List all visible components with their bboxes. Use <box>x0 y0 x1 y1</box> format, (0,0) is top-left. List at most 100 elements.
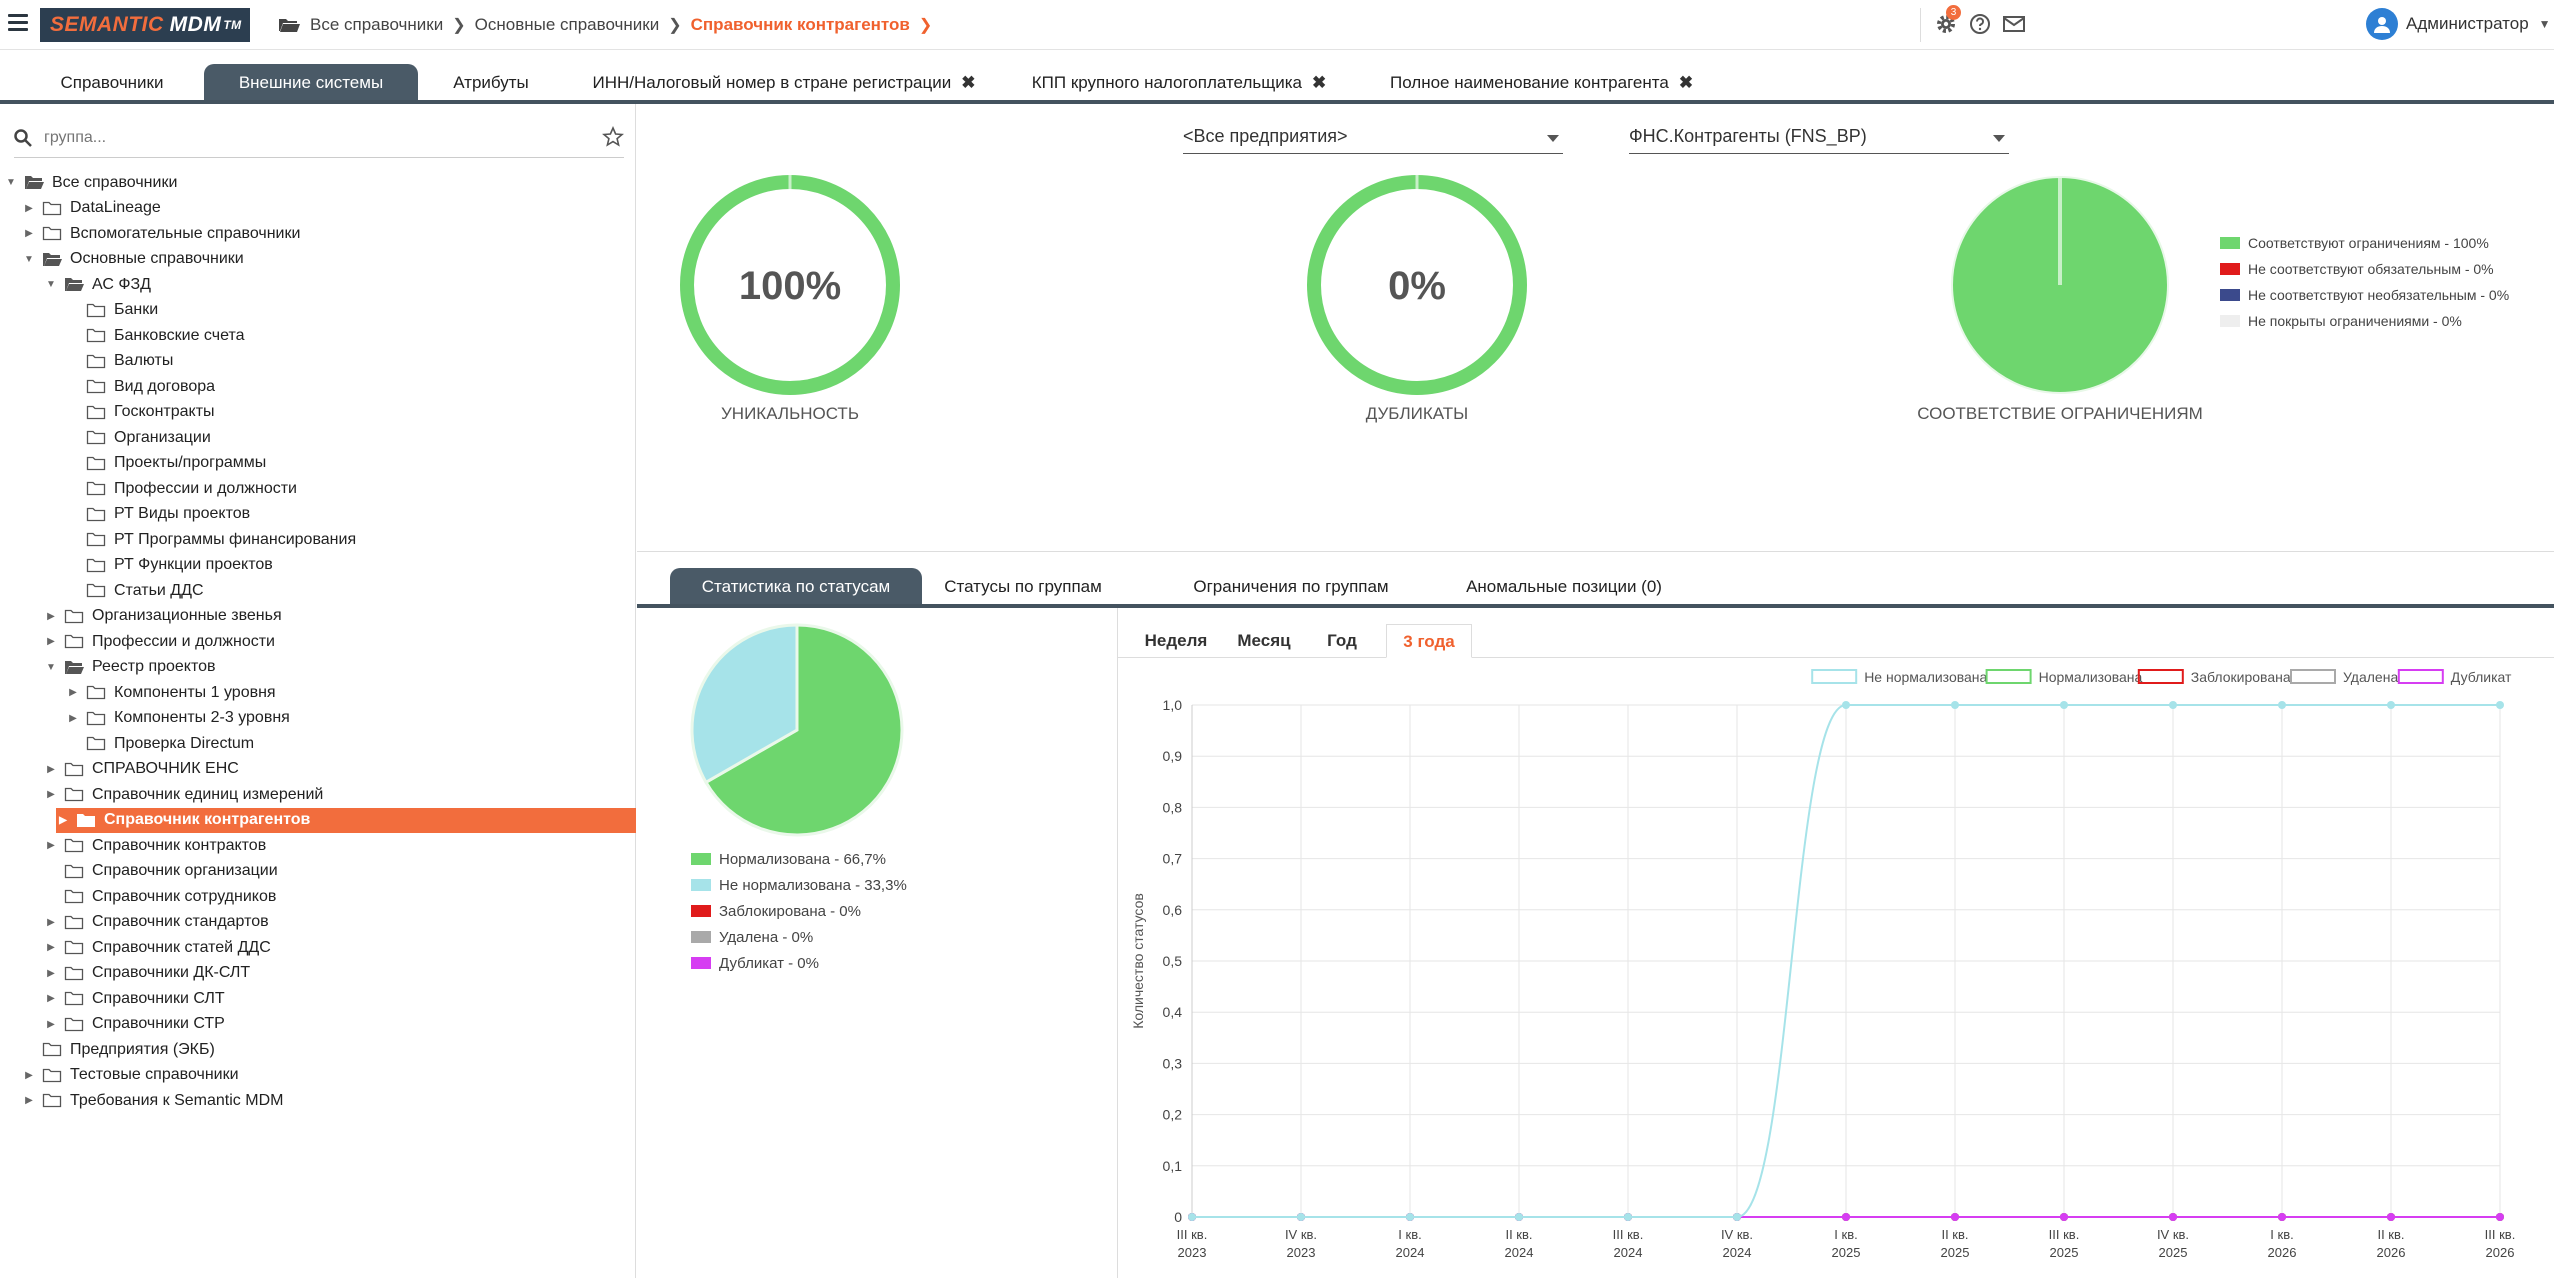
tab-status-statistics[interactable]: Статистика по статусам <box>670 568 922 604</box>
tree-node[interactable]: РТ Виды проектов <box>66 502 250 527</box>
star-icon[interactable] <box>602 126 624 148</box>
tree-node[interactable]: ▶ СПРАВОЧНИК ЕНС <box>44 757 239 782</box>
tree-node[interactable]: ▶ DataLineage <box>22 196 161 221</box>
tree-node[interactable]: Валюты <box>66 349 173 374</box>
enterprise-select[interactable]: <Все предприятия> <box>1183 122 1563 154</box>
period-year[interactable]: Год <box>1314 624 1370 658</box>
tree-node[interactable]: Госконтракты <box>66 400 215 425</box>
tree-node[interactable]: Проверка Directum <box>66 731 254 756</box>
tree-node[interactable]: РТ Функции проектов <box>66 553 273 578</box>
period-week[interactable]: Неделя <box>1138 624 1214 658</box>
caret-right-icon[interactable]: ▶ <box>47 993 55 1004</box>
menu-icon[interactable] <box>8 14 28 32</box>
tree-node[interactable]: ▼ Реестр проектов <box>44 655 215 680</box>
tree-node[interactable]: Организации <box>66 425 211 450</box>
status-legend-item[interactable]: Нормализована - 66,7% <box>691 846 907 872</box>
tree-node[interactable]: ▼ Основные справочники <box>22 247 244 272</box>
tab-constraints-by-groups[interactable]: Ограничения по группам <box>1175 568 1407 604</box>
caret-right-icon[interactable]: ▶ <box>47 763 55 775</box>
status-legend-item[interactable]: Удалена - 0% <box>691 924 907 950</box>
caret-right-icon[interactable]: ▶ <box>47 636 55 647</box>
close-icon[interactable]: ✖ <box>1311 73 1327 92</box>
tree-node[interactable]: ▶ Справочники СЛТ <box>44 986 225 1011</box>
tree-node[interactable]: Банки <box>66 298 158 323</box>
status-pie-slice[interactable] <box>690 623 799 785</box>
compliance-legend-item[interactable]: Не соответствуют необязательным - 0% <box>2220 282 2509 308</box>
close-icon[interactable]: ✖ <box>1678 73 1694 92</box>
tab-attributes[interactable]: Атрибуты <box>418 64 564 100</box>
caret-right-icon[interactable]: ▶ <box>25 1095 33 1106</box>
user-menu[interactable]: Администратор ▼ <box>2366 8 2551 40</box>
search-input[interactable] <box>44 128 584 147</box>
caret-right-icon[interactable]: ▶ <box>69 687 77 698</box>
caret-right-icon[interactable]: ▶ <box>47 942 55 953</box>
compliance-legend-item[interactable]: Не соответствуют обязательным - 0% <box>2220 256 2509 282</box>
compliance-legend-item[interactable]: Не покрыты ограничениями - 0% <box>2220 308 2509 334</box>
chart-legend-item[interactable]: Удалена <box>2290 669 2398 685</box>
brand-logo[interactable]: SEMANTIC MDM TM <box>40 8 250 42</box>
tree-node[interactable]: ▶ Справочники ДК-СЛТ <box>44 961 250 986</box>
status-legend-item[interactable]: Дубликат - 0% <box>691 950 907 976</box>
caret-right-icon[interactable]: ▶ <box>47 610 55 622</box>
status-legend-item[interactable]: Не нормализована - 33,3% <box>691 872 907 898</box>
caret-down-icon[interactable]: ▼ <box>46 279 56 290</box>
tree-node[interactable]: ▶ Профессии и должности <box>44 629 275 654</box>
tab-anomalous-items[interactable]: Аномальные позиции (0) <box>1444 568 1684 604</box>
tree-node[interactable]: ▶ Вспомогательные справочники <box>22 221 300 246</box>
tab-directories[interactable]: Справочники <box>20 64 204 100</box>
tree-node[interactable]: ▶ Справочник единиц измерений <box>44 782 323 807</box>
caret-right-icon[interactable]: ▶ <box>25 202 33 214</box>
caret-right-icon[interactable]: ▶ <box>47 967 55 979</box>
chart-legend-item[interactable]: Нормализована <box>1985 669 2143 685</box>
tree-node[interactable]: ▶ Справочники СТР <box>44 1012 225 1037</box>
tab-status-by-groups[interactable]: Статусы по группам <box>937 568 1109 604</box>
tab-external-systems[interactable]: Внешние системы <box>204 64 418 100</box>
caret-right-icon[interactable]: ▶ <box>25 228 33 239</box>
tree-node[interactable]: ▶ Справочник контрактов <box>44 833 266 858</box>
tree-node[interactable]: РТ Программы финансирования <box>66 527 356 552</box>
tree-node[interactable]: ▼ Все справочники <box>4 170 177 195</box>
caret-right-icon[interactable]: ▶ <box>47 1018 55 1030</box>
chart-legend-item[interactable]: Не нормализована <box>1811 669 1988 685</box>
tree-node[interactable]: Предприятия (ЭКБ) <box>22 1037 215 1062</box>
period-month[interactable]: Месяц <box>1224 624 1304 658</box>
tree-node[interactable]: ▶ Справочник контрагентов <box>56 807 636 833</box>
tab-inn[interactable]: ИНН/Налоговый номер в стране регистрации… <box>584 64 984 100</box>
caret-down-icon[interactable]: ▼ <box>46 661 56 673</box>
tree-node[interactable]: Банковские счета <box>66 323 244 348</box>
tree-node[interactable]: Профессии и должности <box>66 476 297 501</box>
chart-legend-item[interactable]: Дубликат <box>2397 669 2512 685</box>
system-select[interactable]: ФНС.Контрагенты (FNS_BP) <box>1629 122 2009 154</box>
messages-button[interactable] <box>2002 12 2026 36</box>
status-legend-item[interactable]: Заблокирована - 0% <box>691 898 907 924</box>
caret-down-icon[interactable]: ▼ <box>24 253 34 265</box>
caret-right-icon[interactable]: ▶ <box>25 1069 33 1081</box>
close-icon[interactable]: ✖ <box>961 73 976 92</box>
tab-kpp[interactable]: КПП крупного налогоплательщика ✖ <box>1024 64 1334 100</box>
settings-button[interactable]: 3 <box>1934 5 1961 36</box>
caret-right-icon[interactable]: ▶ <box>47 840 55 851</box>
tree-node[interactable]: Проекты/программы <box>66 451 266 476</box>
caret-right-icon[interactable]: ▶ <box>59 814 67 826</box>
caret-right-icon[interactable]: ▶ <box>47 916 55 928</box>
tree-node[interactable]: Справочник организации <box>44 859 278 884</box>
caret-down-icon[interactable]: ▼ <box>6 177 16 188</box>
tree-node[interactable]: Вид договора <box>66 374 215 399</box>
status-pie-slice[interactable] <box>703 623 904 837</box>
tree-node[interactable]: Справочник сотрудников <box>44 884 276 909</box>
tree-node[interactable]: ▶ Требования к Semantic MDM <box>22 1088 283 1113</box>
breadcrumb-item-current[interactable]: Справочник контрагентов <box>690 15 910 34</box>
chart-legend-item[interactable]: Заблокирована <box>2137 669 2291 685</box>
tree-node[interactable]: ▶ Организационные звенья <box>44 604 282 629</box>
compliance-legend-item[interactable]: Соответствуют ограничениям - 100% <box>2220 230 2509 256</box>
tree-node[interactable]: ▶ Компоненты 1 уровня <box>66 680 275 705</box>
tab-full-name[interactable]: Полное наименование контрагента ✖ <box>1390 64 1694 100</box>
tree-node[interactable]: ▶ Справочник статей ДДС <box>44 935 271 960</box>
tree-node[interactable]: Статьи ДДС <box>66 578 204 603</box>
period-3-years[interactable]: 3 года <box>1386 624 1472 658</box>
caret-right-icon[interactable]: ▶ <box>69 712 77 724</box>
breadcrumb-item-main[interactable]: Основные справочники <box>474 15 660 34</box>
tree-node[interactable]: ▼ АС ФЗД <box>44 272 151 297</box>
help-button[interactable] <box>1968 12 1992 36</box>
tree-node[interactable]: ▶ Тестовые справочники <box>22 1063 238 1088</box>
